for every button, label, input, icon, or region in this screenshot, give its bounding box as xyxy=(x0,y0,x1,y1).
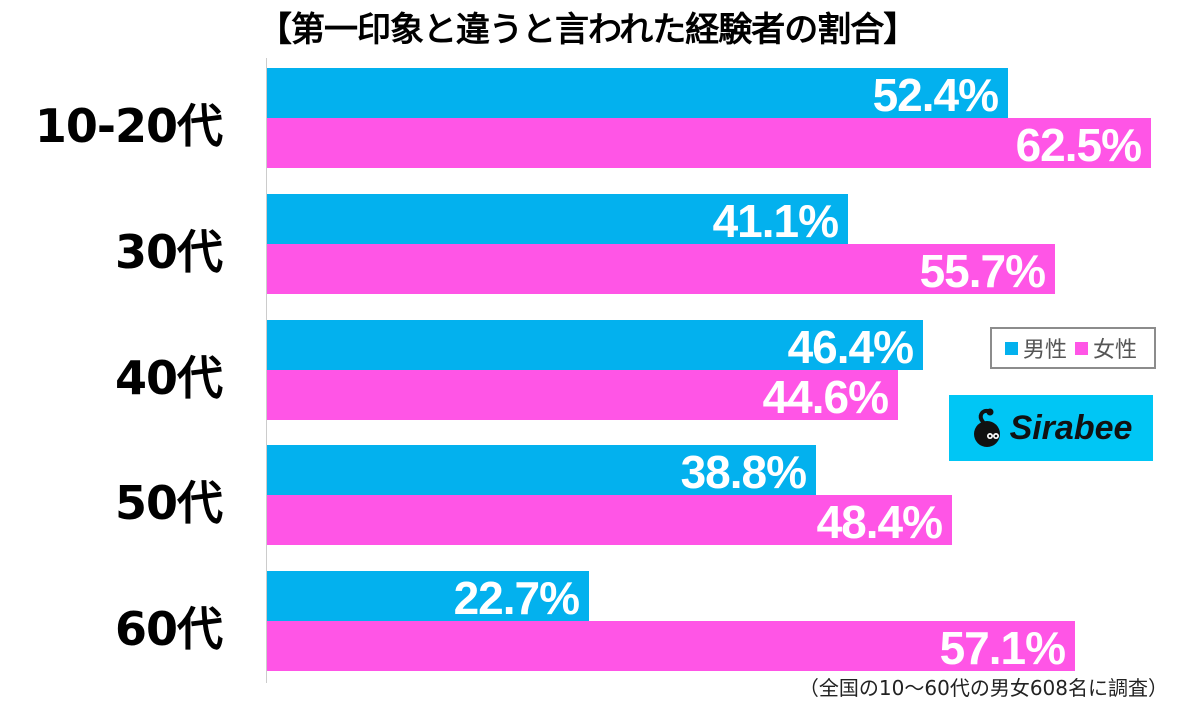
category-label: 40代 xyxy=(114,351,223,405)
bar-value-label: 48.4% xyxy=(816,496,943,549)
category-label: 50代 xyxy=(114,476,223,530)
bar-female: 62.5% xyxy=(267,118,1151,171)
chart-legend: 男性 女性 xyxy=(990,327,1156,369)
sirabee-mascot-icon xyxy=(973,408,1000,447)
brand-name: Sirabee xyxy=(1009,408,1133,447)
bar-value-label: 41.1% xyxy=(712,195,839,248)
legend-label: 男性 xyxy=(1022,338,1067,363)
y-axis-line xyxy=(266,58,267,683)
survey-footnote: （全国の10～60代の男女608名に調査） xyxy=(798,676,1168,700)
bar-value-label: 44.6% xyxy=(762,371,889,424)
bar-value-label: 38.8% xyxy=(680,446,807,499)
bar-male: 38.8% xyxy=(267,445,816,498)
bar-value-label: 52.4% xyxy=(872,69,999,122)
chart-title: 【第一印象と違うと言われた経験者の割合】 xyxy=(258,10,917,50)
category-label: 10-20代 xyxy=(34,99,223,153)
legend-swatch-female-icon xyxy=(1075,341,1088,355)
bar-value-label: 22.7% xyxy=(453,572,580,625)
legend-swatch-male-icon xyxy=(1004,341,1018,355)
bar-male: 46.4% xyxy=(267,320,923,373)
legend-item-male: 男性 xyxy=(1004,332,1067,364)
sirabee-logo: Sirabee xyxy=(949,395,1153,461)
bar-male: 41.1% xyxy=(267,194,848,247)
bar-female: 48.4% xyxy=(267,495,952,548)
bar-value-label: 46.4% xyxy=(787,321,914,374)
bar-value-label: 57.1% xyxy=(939,622,1066,675)
legend-label: 女性 xyxy=(1093,338,1138,363)
bar-value-label: 62.5% xyxy=(1015,119,1142,172)
legend-item-female: 女性 xyxy=(1075,332,1137,364)
bar-male: 52.4% xyxy=(267,68,1008,121)
bar-female: 57.1% xyxy=(267,621,1075,674)
bar-female: 55.7% xyxy=(267,244,1055,297)
bar-value-label: 55.7% xyxy=(919,245,1046,298)
category-label: 30代 xyxy=(114,225,223,279)
bar-female: 44.6% xyxy=(267,370,898,423)
bar-male: 22.7% xyxy=(267,571,589,624)
category-label: 60代 xyxy=(114,602,223,656)
